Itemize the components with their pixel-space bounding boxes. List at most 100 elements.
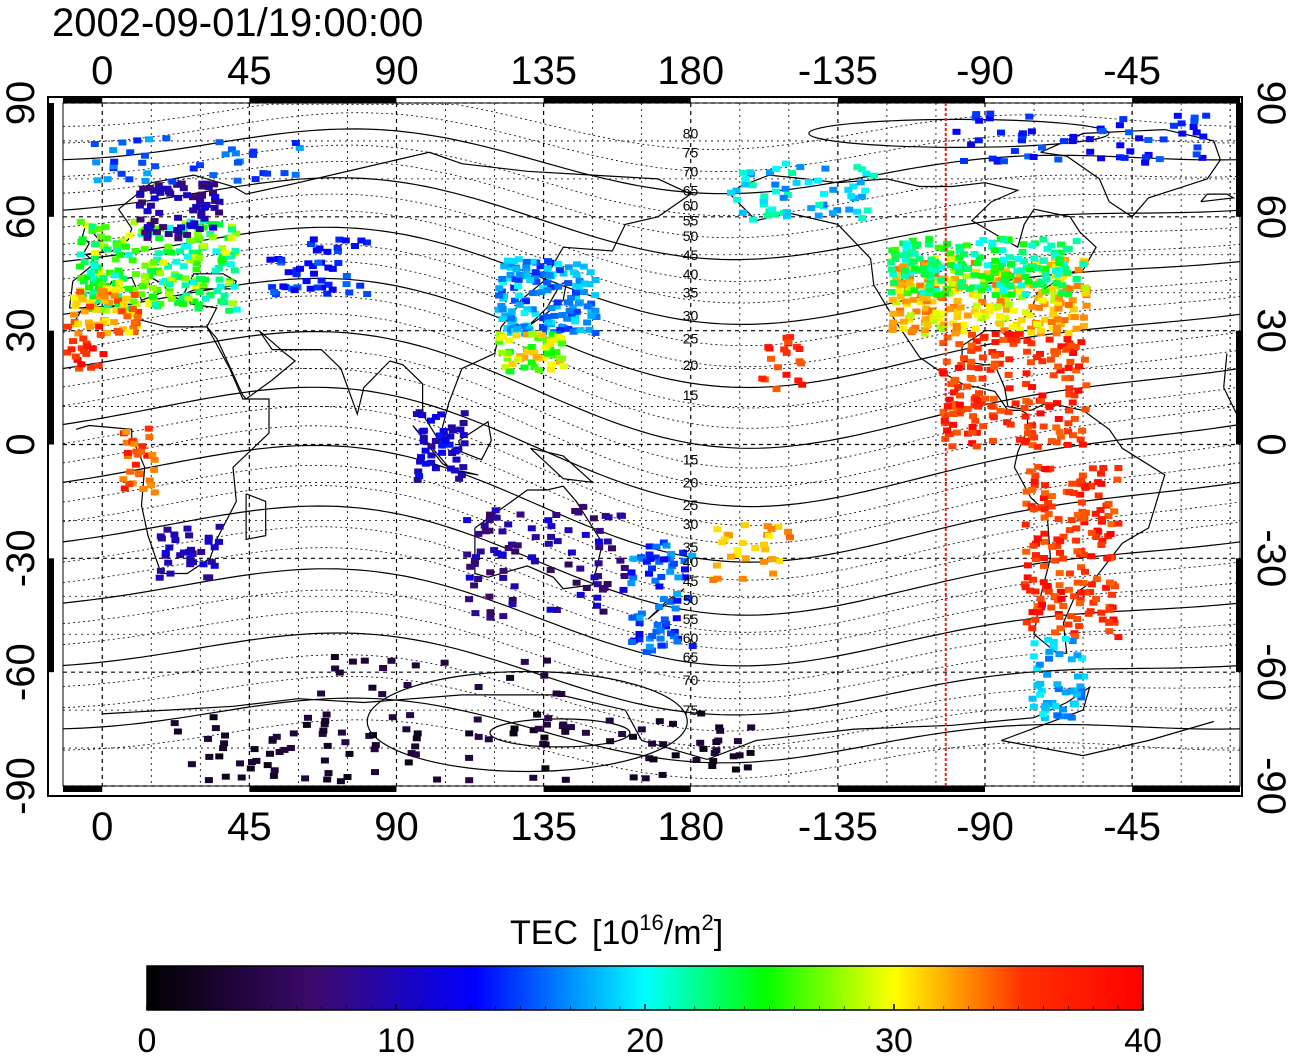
tec-point [959,251,968,258]
tec-point [1065,489,1074,496]
tec-point [651,554,660,561]
tec-point [1071,701,1080,708]
tec-point [189,207,198,214]
tec-point [167,249,175,256]
tec-point [1078,441,1087,448]
tec-point [501,363,510,370]
tec-point [1033,682,1042,689]
tec-point [1054,156,1063,163]
tec-point [1081,509,1090,516]
tec-point [980,333,989,340]
tec-point [121,243,130,250]
tec-point [909,326,918,333]
tec-point [820,190,829,197]
tec-point [1051,557,1060,564]
tec-point [211,267,220,274]
tec-point [594,573,602,580]
tec-point [563,315,572,322]
tec-point [595,527,604,534]
tec-point [1033,321,1042,328]
tec-point [199,282,208,289]
tec-point [568,304,577,311]
tec-point [526,277,535,284]
tec-point [317,690,326,697]
tec-point [150,466,159,473]
tec-point [861,187,870,194]
tec-point [512,266,521,272]
tec-point [733,196,742,203]
tec-point [459,464,468,471]
tec-point [912,308,921,315]
tec-point [558,340,566,347]
tec-point [286,745,295,751]
tec-point [725,532,733,539]
tec-point [975,240,984,247]
tec-point [984,262,993,269]
tec-point [129,298,138,305]
tec-point [154,250,163,257]
tec-point [1077,339,1086,346]
contour-labels: 8075706560555045403530252015152025303540… [683,125,699,718]
tec-point [667,630,675,637]
tec-point [638,555,647,562]
tec-point [903,290,912,297]
tec-point [1010,148,1019,154]
tec-point [1084,610,1093,617]
tec-point [227,146,236,153]
tec-point [115,279,124,286]
tec-point [965,286,974,293]
tec-point [981,395,990,402]
tec-point [402,726,411,733]
tec-point [1125,129,1134,136]
tec-point [1015,273,1024,280]
tec-point [733,738,742,745]
tec-point [498,316,507,322]
lon-tick-label-top: -45 [1103,49,1161,93]
tec-point [304,260,313,267]
tec-point [173,728,182,735]
tec-point [972,338,981,345]
tec-point [583,303,592,310]
tec-point [324,281,333,288]
frame-bar-bottom [543,786,691,792]
tec-point [270,289,279,295]
tec-point [1004,236,1013,243]
tec-point [539,315,548,322]
tec-point [1039,711,1048,718]
tec-point [118,139,127,146]
tec-point [225,307,234,314]
tec-point [76,288,85,295]
tec-point [198,191,207,198]
tec-point [529,727,538,734]
tec-point [1052,330,1061,337]
tec-point [1063,713,1072,720]
tec-point [195,288,204,295]
tec-point [97,306,106,313]
tec-point [1080,356,1089,363]
tec-point [212,248,221,255]
tec-point [143,452,152,459]
tec-point [1193,144,1202,151]
tec-point [125,481,134,487]
tec-point [174,194,183,201]
tec-point [985,115,994,122]
tec-point [136,216,145,223]
tec-point [1055,538,1064,545]
tec-point [152,229,161,236]
tec-point [1038,281,1047,288]
tec-point [210,204,219,211]
tec-point [216,283,225,290]
tec-point [323,742,332,749]
lat-tick-label-right: -30 [1249,529,1292,587]
tec-point [510,297,519,304]
tec-point [1039,495,1048,502]
tec-point [529,331,537,338]
tec-point [1004,331,1013,337]
tec-point [939,340,948,347]
tec-point [141,152,149,159]
tec-point [233,177,242,184]
tec-point [182,292,191,299]
tec-point [540,672,549,679]
tec-point [901,298,910,305]
tec-point [1070,392,1079,399]
